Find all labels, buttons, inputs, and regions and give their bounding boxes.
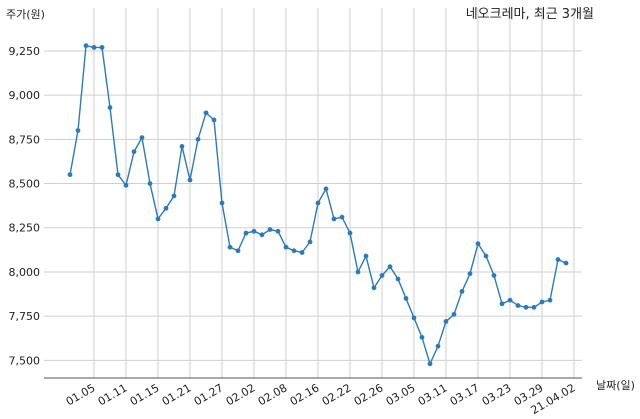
data-point	[523, 304, 529, 310]
data-point	[299, 250, 305, 255]
data-point	[115, 172, 121, 178]
y-tick-label: 8,250	[9, 222, 41, 235]
series-layer	[67, 43, 569, 367]
data-point	[91, 45, 97, 50]
x-tick-label: 01.05	[64, 381, 98, 408]
data-point	[163, 205, 169, 211]
x-tick-label: 01.21	[160, 381, 194, 408]
data-point	[171, 193, 177, 199]
data-point	[547, 297, 553, 303]
data-point	[467, 271, 473, 277]
data-point	[539, 299, 545, 305]
data-point	[211, 117, 217, 123]
data-point	[155, 216, 161, 222]
data-point	[451, 311, 457, 317]
x-tick-label: 03.23	[480, 381, 514, 408]
chart-title: 네오크레마, 최근 3개월	[466, 7, 594, 22]
y-tick-label: 8,750	[9, 133, 41, 146]
data-point	[419, 334, 425, 340]
data-point	[187, 177, 193, 183]
data-point	[347, 230, 353, 236]
y-axis-label: 주가(원)	[6, 8, 45, 21]
data-point	[371, 285, 377, 291]
x-tick-label: 03.17	[448, 381, 482, 408]
data-point	[403, 296, 409, 301]
x-tick-label: 02.02	[224, 381, 258, 408]
data-point	[291, 248, 297, 254]
data-point	[435, 343, 441, 349]
label-layer: 주가(원) 네오크레마, 최근 3개월 날짜(일)	[6, 7, 635, 392]
data-point	[251, 228, 257, 234]
data-point	[147, 181, 153, 186]
x-tick-label: 03.05	[384, 381, 418, 408]
data-point	[275, 228, 281, 234]
data-point	[555, 257, 561, 262]
data-point	[411, 315, 417, 321]
data-point	[179, 144, 185, 149]
data-point	[315, 200, 321, 206]
data-point	[443, 319, 449, 324]
data-point	[267, 227, 273, 232]
data-point	[427, 361, 433, 367]
x-axis-label: 날짜(일)	[596, 378, 635, 392]
x-tick-label: 01.27	[192, 381, 226, 408]
grid-layer	[44, 8, 582, 378]
data-point	[339, 214, 345, 220]
y-tick-label: 9,000	[9, 89, 41, 102]
x-tick-label: 02.08	[256, 381, 290, 408]
data-point	[75, 128, 81, 133]
data-point	[67, 172, 73, 178]
data-point	[307, 239, 313, 245]
data-point	[107, 105, 113, 110]
x-tick-label: 02.16	[288, 381, 322, 408]
data-point	[227, 244, 233, 250]
data-point	[515, 303, 521, 308]
data-point	[83, 43, 89, 49]
y-tick-label: 9,250	[9, 45, 41, 58]
axis-layer: 7,500 7,750 8,000 8,250 8,500 8,750 9,000 9,250…	[9, 45, 582, 417]
data-point	[395, 276, 401, 282]
data-point	[123, 182, 129, 188]
data-point	[475, 241, 481, 247]
data-point	[131, 149, 137, 155]
data-point	[459, 288, 465, 294]
y-tick-label: 7,500	[9, 354, 41, 367]
data-point	[195, 136, 201, 142]
x-tick-label: 02.26	[352, 381, 386, 408]
x-tick-label: 03.11	[416, 381, 450, 408]
data-point	[379, 273, 385, 278]
data-point	[499, 301, 505, 307]
data-point	[203, 110, 209, 116]
x-tick-label: 01.11	[96, 381, 130, 408]
data-point	[259, 232, 265, 238]
data-point	[355, 269, 361, 275]
y-tick-label: 8,000	[9, 266, 41, 279]
data-point	[323, 186, 329, 192]
data-point	[483, 253, 489, 259]
y-tick-label: 8,500	[9, 178, 41, 191]
y-tick-label: 7,750	[9, 310, 41, 323]
data-point	[283, 244, 289, 250]
data-point	[363, 253, 369, 259]
data-point	[531, 304, 537, 310]
data-point	[507, 297, 513, 303]
data-point	[491, 273, 497, 278]
data-point	[387, 264, 393, 270]
x-tick-label: 02.22	[320, 381, 354, 408]
data-point	[219, 200, 225, 206]
data-point	[99, 45, 105, 50]
data-point	[235, 248, 241, 254]
data-point	[139, 135, 145, 140]
x-tick-label: 01.15	[128, 381, 162, 408]
data-point	[331, 216, 337, 222]
data-point	[563, 260, 569, 266]
data-point	[243, 230, 249, 236]
